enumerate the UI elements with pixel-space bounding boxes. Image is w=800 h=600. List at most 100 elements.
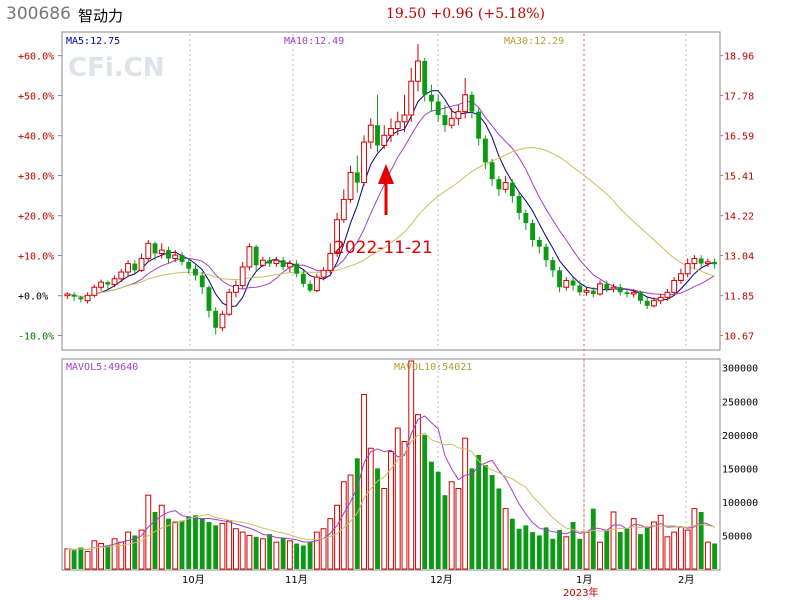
mavol10-line <box>67 432 715 551</box>
candle-up <box>226 291 233 315</box>
candle-down <box>712 261 718 265</box>
volume-bar-down <box>476 454 482 569</box>
candle-up <box>111 278 118 286</box>
price-legend-entry: MA5:12.75 <box>66 36 120 47</box>
volume-bar-down <box>429 461 434 569</box>
right-tick-label: 16.59 <box>724 132 754 143</box>
candle-up <box>448 117 455 126</box>
candle-up <box>313 276 320 292</box>
left-tick-label: +30.0% <box>18 171 54 182</box>
volume-bar-down <box>267 534 273 569</box>
volume-bar-down <box>638 534 643 569</box>
volume-bar-up <box>219 522 226 570</box>
volume-bar-up <box>563 536 570 570</box>
candle-down <box>617 287 623 293</box>
right-tick-label: 17.78 <box>724 91 754 102</box>
candle-down <box>516 196 522 213</box>
left-tick-label: +60.0% <box>18 52 54 63</box>
candle-down <box>71 294 77 297</box>
volume-bar-up <box>226 520 233 570</box>
candle-up <box>704 261 711 265</box>
candle-up <box>158 249 165 254</box>
candle-down <box>590 290 596 294</box>
volume-bar-down <box>152 511 158 569</box>
left-tick-label: -10.0% <box>18 332 54 343</box>
right-tick-label: 13.04 <box>724 251 754 262</box>
candle-up <box>684 263 691 275</box>
volume-bar-up <box>657 514 664 570</box>
volume-bar-up <box>455 487 462 570</box>
volume-bar-down <box>253 536 259 569</box>
candle-up <box>145 242 152 260</box>
candle-down <box>280 260 286 267</box>
candle-down <box>294 263 300 274</box>
volume-legend-entry: MAVOL5:49640 <box>66 362 138 373</box>
volume-bar-down <box>435 471 441 569</box>
volume-bar-down <box>557 530 562 569</box>
candle-up <box>401 114 408 123</box>
volume-bar-down <box>570 522 576 569</box>
volume-bar-up <box>408 360 415 570</box>
candle-up <box>408 80 415 116</box>
right-tick-label: 10.67 <box>724 332 754 343</box>
volume-bar-down <box>442 495 448 569</box>
volume-bar-down <box>496 488 502 569</box>
candle-up <box>691 258 698 265</box>
candle-up <box>219 313 226 329</box>
volume-bar-up <box>313 531 320 570</box>
volume-bar-up <box>286 540 293 570</box>
candle-up <box>98 281 105 288</box>
volume-tick-label: 50000 <box>722 531 752 542</box>
candle-down <box>166 250 171 259</box>
candle-down <box>536 239 542 247</box>
candle-up <box>651 300 657 307</box>
candle-down <box>179 255 185 262</box>
volume-tick-label: 300000 <box>722 364 758 375</box>
left-tick-label: +20.0% <box>18 212 54 223</box>
left-tick-label: +10.0% <box>18 251 54 262</box>
annotation-arrow <box>378 164 394 215</box>
candle-up <box>502 182 509 190</box>
right-tick-label: 18.96 <box>724 52 754 63</box>
volume-bar-up <box>381 487 388 570</box>
candle-down <box>193 268 198 276</box>
candle-up <box>259 259 266 266</box>
ma30-line <box>67 147 715 298</box>
candle-up <box>118 271 125 280</box>
candle-up <box>677 273 684 281</box>
volume-bar-up <box>98 543 105 570</box>
volume-bar-up <box>630 518 637 570</box>
candle-down <box>469 94 475 112</box>
candle-down <box>253 246 259 266</box>
volume-tick-label: 100000 <box>722 498 758 509</box>
candle-down <box>422 61 428 95</box>
volume-bar-up <box>340 481 347 570</box>
candle-up <box>630 291 637 295</box>
candle-up <box>462 94 469 113</box>
candle-up <box>388 128 394 136</box>
volume-bar-up <box>677 526 684 570</box>
volume-bar-up <box>320 528 327 570</box>
volume-bar-up <box>273 541 280 570</box>
candle-down <box>523 212 529 224</box>
volume-bar-down <box>375 468 380 569</box>
right-tick-label: 15.41 <box>724 171 754 182</box>
month-label: 12月 <box>430 574 453 586</box>
candle-down <box>557 270 562 288</box>
price-panel-frame <box>61 31 721 351</box>
volume-bar-down <box>105 545 111 569</box>
volume-bar-up <box>125 531 131 570</box>
year-label: 2023年 <box>563 586 598 599</box>
volume-bar-down <box>698 511 704 569</box>
left-tick-label: +0.0% <box>18 292 48 303</box>
candle-up <box>286 263 293 268</box>
candle-down <box>206 287 212 311</box>
candle-down <box>530 223 536 240</box>
volume-bar-up <box>684 529 691 570</box>
candle-down <box>354 172 360 183</box>
volume-bar-down <box>132 535 138 569</box>
volume-bar-up <box>502 508 509 570</box>
volume-bar-up <box>64 548 71 570</box>
candle-up <box>246 246 253 268</box>
candle-up <box>394 121 401 130</box>
